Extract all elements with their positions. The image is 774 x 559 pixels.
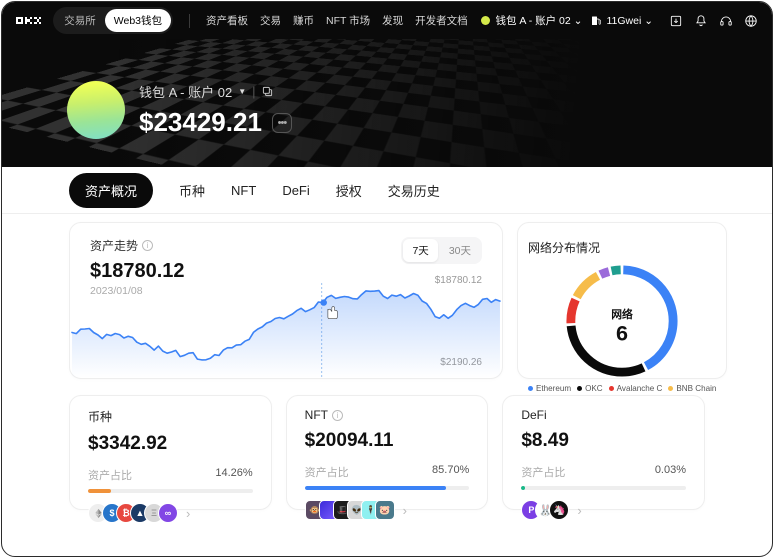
svg-text:6: 6 xyxy=(616,321,628,346)
svg-text:网络: 网络 xyxy=(611,307,633,321)
